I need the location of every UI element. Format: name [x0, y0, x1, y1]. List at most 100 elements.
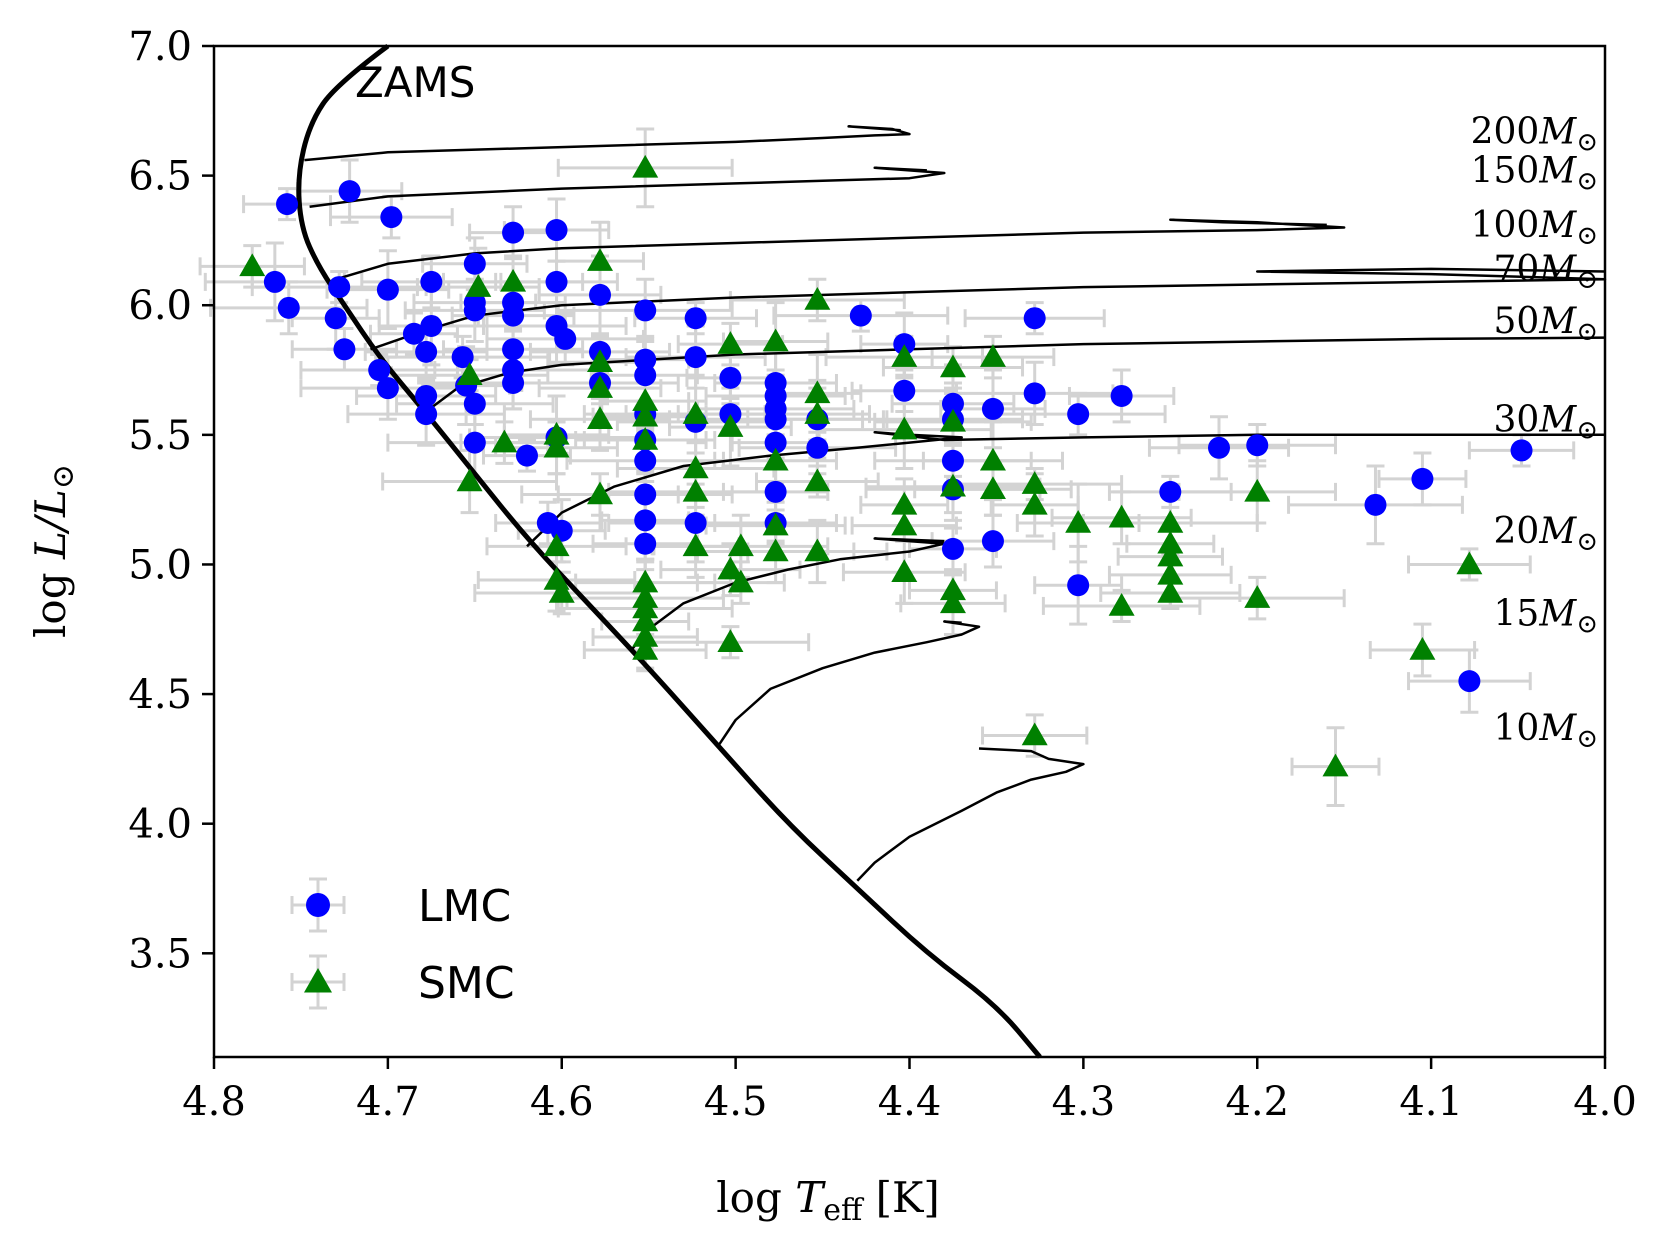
- point-lmc: [684, 511, 707, 534]
- track-50-msun: [421, 336, 1606, 416]
- track-label-100: 100M⊙: [1471, 205, 1598, 251]
- point-lmc: [1159, 480, 1182, 503]
- point-lmc: [634, 299, 657, 322]
- point-lmc: [634, 449, 657, 472]
- point-lmc: [415, 403, 438, 426]
- legend-entry-smc: SMC: [290, 954, 515, 1010]
- point-lmc: [420, 314, 443, 337]
- point-lmc: [1364, 493, 1387, 516]
- legend-entry-lmc: LMC: [290, 877, 511, 933]
- point-lmc: [324, 307, 347, 330]
- track-label-mass: 50: [1494, 301, 1540, 342]
- track-label-sun: ⊙: [1576, 610, 1598, 640]
- point-smc: [543, 421, 570, 445]
- point-smc: [632, 624, 659, 647]
- point-smc: [717, 414, 744, 437]
- point-smc: [632, 154, 659, 178]
- point-lmc: [463, 252, 486, 275]
- track-15-msun: [717, 620, 981, 747]
- track-label-70: 70M⊙: [1494, 249, 1598, 295]
- track-label-sun: ⊙: [1576, 724, 1598, 754]
- point-smc: [1409, 637, 1436, 660]
- track-label-mass: 15: [1494, 594, 1540, 635]
- track-label-mass: 150: [1471, 150, 1540, 191]
- track-70-msun: [370, 267, 1607, 351]
- point-smc: [632, 388, 659, 411]
- point-lmc: [1246, 434, 1269, 457]
- point-smc: [891, 512, 918, 536]
- point-smc: [500, 268, 527, 292]
- point-lmc: [634, 364, 657, 387]
- y-axis-label-sun: ⊙: [46, 464, 81, 489]
- point-smc: [587, 349, 614, 373]
- track-label-150: 150M⊙: [1471, 150, 1598, 196]
- point-lmc: [554, 327, 577, 350]
- point-smc: [979, 447, 1006, 471]
- track-label-mass: 10: [1494, 708, 1540, 749]
- x-axis-label-unit: [K]: [862, 1173, 940, 1222]
- point-lmc: [502, 221, 525, 244]
- point-smc: [717, 331, 744, 354]
- track-label-unit: M: [1538, 150, 1577, 191]
- point-lmc: [263, 270, 286, 293]
- point-smc: [543, 434, 570, 458]
- point-smc: [456, 468, 483, 492]
- point-lmc: [634, 509, 657, 532]
- point-lmc: [1510, 439, 1533, 462]
- x-tick-label: 4.6: [530, 1079, 594, 1125]
- point-lmc: [941, 449, 964, 472]
- track-label-mass: 70: [1494, 249, 1540, 290]
- point-lmc: [463, 431, 486, 454]
- point-smc: [1157, 543, 1184, 567]
- point-lmc: [338, 180, 361, 203]
- x-axis-label-prefix: log: [716, 1173, 795, 1222]
- point-lmc: [380, 206, 403, 229]
- point-smc: [1021, 471, 1048, 494]
- point-lmc: [333, 338, 356, 361]
- point-smc: [1157, 579, 1184, 603]
- track-label-sun: ⊙: [1576, 415, 1598, 445]
- point-lmc: [368, 359, 391, 382]
- point-lmc: [536, 511, 559, 534]
- point-smc: [491, 429, 518, 453]
- x-axis-label-subscript: eff: [823, 1193, 865, 1228]
- evolutionary-tracks-layer: [304, 125, 1607, 882]
- point-lmc: [1023, 382, 1046, 405]
- point-lmc: [941, 392, 964, 415]
- point-smc: [239, 253, 266, 277]
- point-smc: [762, 447, 789, 471]
- y-tick-label: 5.0: [128, 542, 192, 588]
- point-lmc: [376, 278, 399, 301]
- point-lmc: [515, 444, 538, 467]
- track-label-30: 30M⊙: [1494, 399, 1598, 445]
- track-label-mass: 200: [1471, 112, 1540, 153]
- point-smc: [587, 406, 614, 430]
- zams-line: [296, 43, 1042, 1059]
- point-lmc: [376, 377, 399, 400]
- point-lmc: [277, 296, 300, 319]
- track-label-unit: M: [1538, 708, 1577, 749]
- point-lmc: [1411, 467, 1434, 490]
- track-label-sun: ⊙: [1576, 166, 1598, 196]
- point-smc: [891, 344, 918, 367]
- track-200-msun: [304, 125, 911, 162]
- y-tick-label: 6.0: [128, 283, 192, 329]
- point-lmc: [634, 348, 657, 371]
- error-bars-layer: [198, 127, 1576, 808]
- point-lmc: [981, 530, 1004, 553]
- x-axis-label: log Teff [K]: [716, 1173, 940, 1228]
- track-150-msun: [309, 166, 946, 208]
- point-smc: [1108, 592, 1135, 616]
- point-smc: [1065, 509, 1092, 533]
- point-smc: [939, 473, 966, 497]
- point-lmc: [893, 379, 916, 402]
- point-smc: [456, 362, 483, 385]
- point-lmc: [463, 392, 486, 415]
- point-lmc: [328, 276, 351, 299]
- track-label-unit: M: [1538, 249, 1577, 290]
- point-lmc: [1067, 403, 1090, 426]
- point-smc: [1157, 509, 1184, 533]
- point-smc: [1322, 753, 1349, 777]
- point-smc: [891, 491, 918, 515]
